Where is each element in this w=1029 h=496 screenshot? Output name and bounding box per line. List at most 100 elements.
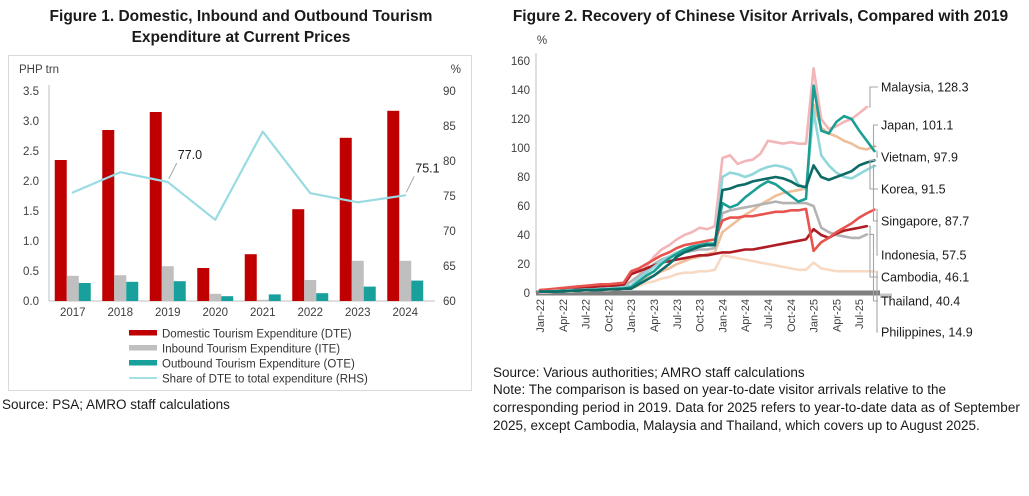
left-axis-tick: 1.5 bbox=[23, 206, 39, 218]
figure2-title: Figure 2. Recovery of Chinese Visitor Ar… bbox=[512, 8, 1009, 25]
bar-ote-2019 bbox=[173, 281, 186, 301]
figure2-panel: Figure 2. Recovery of Chinese Visitor Ar… bbox=[492, 0, 1029, 434]
left-axis-tick: 3.5 bbox=[23, 86, 39, 98]
bar-dte-2018 bbox=[102, 129, 115, 301]
right-axis-tick: 80 bbox=[443, 156, 456, 168]
end-label-leader-indonesia bbox=[876, 208, 878, 256]
x-axis-tick: Jan-22 bbox=[535, 299, 547, 333]
end-label-indonesia: Indonesia, 57.5 bbox=[881, 248, 967, 262]
y-axis-unit: % bbox=[537, 35, 547, 47]
left-axis-tick: 0.5 bbox=[23, 266, 39, 278]
bar-dte-2020 bbox=[197, 267, 210, 301]
end-label-leader-vietnam bbox=[876, 150, 878, 158]
bar-ite-2020 bbox=[209, 293, 222, 301]
y-axis-tick: 40 bbox=[517, 230, 530, 242]
x-axis-year-label: 2017 bbox=[60, 307, 86, 319]
x-axis-bar-tail bbox=[880, 293, 892, 298]
bar-dte-2024 bbox=[387, 110, 400, 301]
x-axis-tick: Apr-23 bbox=[649, 299, 661, 332]
bar-ite-2021 bbox=[256, 299, 269, 301]
y-axis-tick: 120 bbox=[511, 114, 530, 126]
bar-ite-2018 bbox=[114, 275, 127, 301]
x-axis-bar bbox=[536, 290, 880, 296]
end-label-korea: Korea, 91.5 bbox=[881, 182, 946, 196]
right-axis-tick: 90 bbox=[443, 86, 456, 98]
x-axis-tick: Oct-24 bbox=[786, 299, 798, 332]
bar-ite-2017 bbox=[66, 275, 79, 301]
legend-swatch bbox=[129, 344, 157, 351]
end-label-leader-singapore bbox=[872, 165, 878, 222]
bar-ote-2017 bbox=[78, 282, 91, 301]
y-axis-tick: 20 bbox=[517, 259, 530, 271]
data-label-leader bbox=[405, 175, 415, 193]
line-data-label: 75.1 bbox=[415, 161, 439, 175]
left-axis-tick: 1.0 bbox=[23, 236, 39, 248]
right-axis-tick: 85 bbox=[443, 121, 456, 133]
end-label-singapore: Singapore, 87.7 bbox=[881, 214, 969, 228]
right-axis-tick: 60 bbox=[443, 296, 456, 308]
figure1-title: Figure 1. Domestic, Inbound and Outbound… bbox=[49, 8, 433, 46]
end-label-japan: Japan, 101.1 bbox=[881, 118, 953, 132]
bar-ote-2018 bbox=[126, 281, 139, 301]
y-axis-tick: 100 bbox=[511, 143, 530, 155]
left-axis-tick: 3.0 bbox=[23, 116, 39, 128]
end-label-thailand: Thailand, 40.4 bbox=[881, 294, 960, 308]
series-line-singapore bbox=[538, 110, 876, 293]
series-line-indonesia bbox=[538, 207, 876, 292]
right-axis-tick: 75 bbox=[443, 191, 456, 203]
series-line-vietnam bbox=[538, 84, 876, 293]
bar-dte-2017 bbox=[54, 159, 67, 301]
y-axis-tick: 60 bbox=[517, 201, 530, 213]
line-data-label: 77.0 bbox=[178, 148, 202, 162]
bar-ote-2024 bbox=[411, 280, 424, 301]
end-label-malaysia: Malaysia, 128.3 bbox=[881, 80, 969, 94]
bar-ote-2020 bbox=[221, 296, 234, 301]
bar-dte-2021 bbox=[244, 254, 257, 301]
end-label-vietnam: Vietnam, 97.9 bbox=[881, 150, 958, 164]
legend-swatch bbox=[129, 329, 157, 336]
x-axis-tick: Jul-22 bbox=[581, 299, 593, 329]
right-axis-tick: 70 bbox=[443, 226, 456, 238]
data-label-leader bbox=[168, 162, 178, 180]
bar-ite-2023 bbox=[351, 260, 364, 301]
bar-ote-2022 bbox=[316, 293, 329, 301]
left-axis-tick: 0.0 bbox=[23, 296, 39, 308]
figure1-panel: Figure 1. Domestic, Inbound and Outbound… bbox=[0, 0, 482, 413]
y-axis-tick: 80 bbox=[517, 172, 530, 184]
x-axis-tick: Apr-25 bbox=[831, 299, 843, 332]
figure1-chart: PHP trn % 0.0 0.5 1.0 1.5 2.0 2.5 3.0 3.5 60 65 70 75… bbox=[19, 64, 461, 386]
x-axis-tick: Jul-23 bbox=[672, 299, 684, 329]
bar-dte-2023 bbox=[339, 137, 352, 301]
x-axis-year-label: 2024 bbox=[392, 307, 418, 319]
x-axis-tick: Oct-22 bbox=[603, 299, 615, 332]
figure1-source: Source: PSA; AMRO staff calculations bbox=[2, 396, 230, 412]
bar-dte-2022 bbox=[292, 209, 305, 301]
end-label-leader-thailand bbox=[868, 233, 878, 302]
x-axis-year-label: 2022 bbox=[297, 307, 323, 319]
end-label-leader-malaysia bbox=[868, 86, 878, 108]
figure2-source: Source: Various authorities; AMRO staff … bbox=[493, 364, 805, 380]
bar-ote-2023 bbox=[363, 286, 376, 301]
end-label-leader-japan bbox=[872, 124, 878, 147]
series-line-malaysia bbox=[538, 66, 869, 293]
left-axis-unit: PHP trn bbox=[19, 64, 59, 76]
x-axis-tick: Oct-23 bbox=[695, 299, 707, 332]
legend-label: Share of DTE to total expenditure (RHS) bbox=[162, 373, 368, 385]
y-axis-tick: 160 bbox=[511, 56, 530, 68]
series-line-cambodia bbox=[538, 224, 869, 292]
figure2-chart: % 0 20 40 60 80 100 120 140 160 Jan-22 Apr-22 Jul-22… bbox=[511, 35, 973, 340]
bar-dte-2019 bbox=[149, 111, 162, 301]
bar-ote-2021 bbox=[268, 294, 281, 301]
left-axis-tick: 2.0 bbox=[23, 176, 39, 188]
legend-label: Inbound Tourism Expenditure (ITE) bbox=[162, 343, 340, 355]
figure1-chart-frame: PHP trn% 0.0 0.5 1.0 1.5 2.0 2.5 3.0 3.5 60 65 70 75… bbox=[8, 54, 472, 391]
left-axis-tick: 2.5 bbox=[23, 146, 39, 158]
y-axis-tick: 140 bbox=[511, 85, 530, 97]
bar-ite-2019 bbox=[161, 266, 174, 301]
legend-label: Outbound Tourism Expenditure (OTE) bbox=[162, 358, 355, 370]
x-axis-year-label: 2023 bbox=[345, 307, 371, 319]
x-axis-tick: Apr-22 bbox=[558, 299, 570, 332]
bar-ite-2024 bbox=[399, 260, 412, 301]
x-axis-year-label: 2020 bbox=[202, 307, 228, 319]
